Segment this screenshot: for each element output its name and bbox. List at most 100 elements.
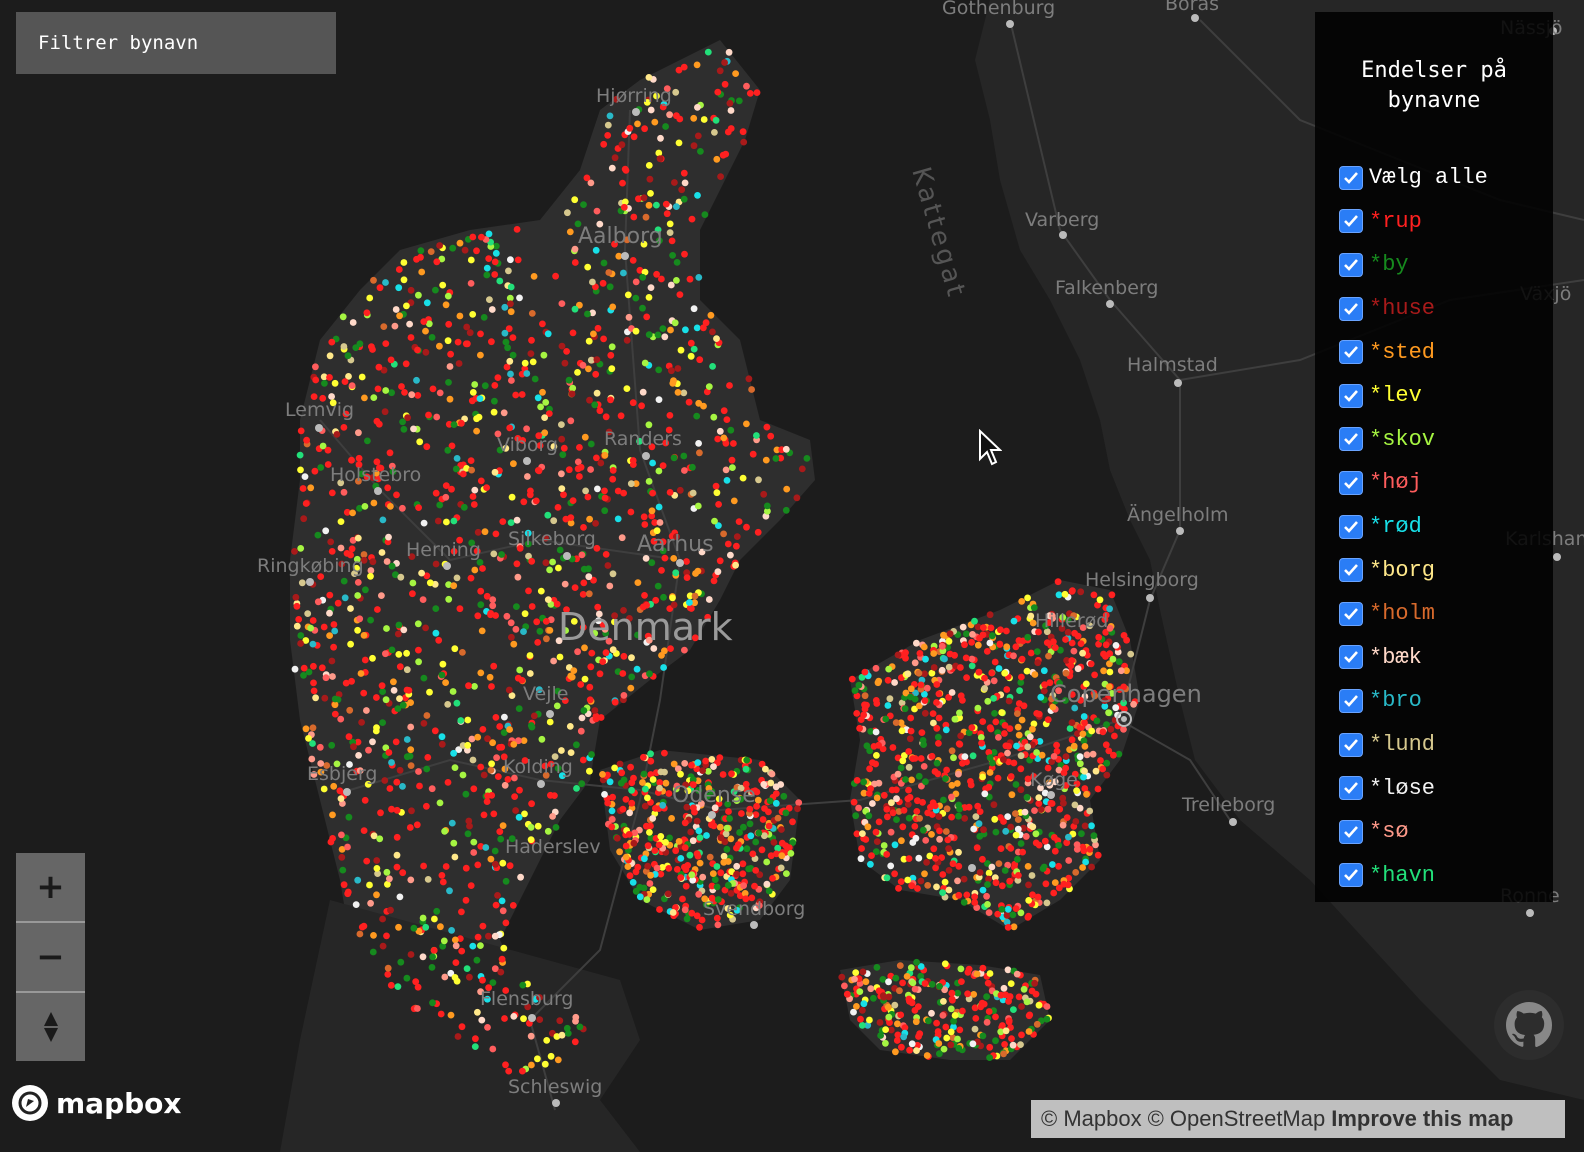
town-marker[interactable] (906, 735, 914, 743)
town-marker[interactable] (656, 237, 663, 245)
town-marker[interactable] (537, 403, 544, 411)
town-marker[interactable] (577, 727, 585, 735)
town-marker[interactable] (1018, 598, 1026, 605)
town-marker[interactable] (915, 772, 923, 780)
town-marker[interactable] (1092, 841, 1099, 849)
town-marker[interactable] (1108, 690, 1116, 697)
town-marker[interactable] (864, 823, 872, 831)
town-marker[interactable] (348, 456, 355, 464)
town-marker[interactable] (477, 477, 485, 485)
town-marker[interactable] (1096, 596, 1104, 604)
town-marker[interactable] (493, 754, 500, 761)
town-marker[interactable] (509, 334, 517, 341)
town-marker[interactable] (561, 580, 569, 588)
town-marker[interactable] (885, 665, 893, 673)
town-marker[interactable] (939, 889, 946, 896)
town-marker[interactable] (1023, 793, 1031, 801)
town-marker[interactable] (727, 551, 734, 559)
town-marker[interactable] (657, 134, 664, 142)
town-marker[interactable] (400, 259, 408, 266)
town-marker[interactable] (587, 179, 595, 187)
town-marker[interactable] (1101, 697, 1109, 704)
town-marker[interactable] (659, 547, 667, 555)
town-marker[interactable] (620, 652, 628, 660)
town-marker[interactable] (507, 300, 514, 308)
town-marker[interactable] (930, 650, 938, 657)
town-marker[interactable] (621, 165, 629, 173)
town-marker[interactable] (580, 524, 587, 531)
town-marker[interactable] (673, 259, 681, 266)
attribution-mapbox-link[interactable]: © Mapbox (1041, 1106, 1142, 1131)
town-marker[interactable] (758, 760, 766, 768)
town-marker[interactable] (688, 909, 696, 917)
town-marker[interactable] (542, 559, 550, 567)
town-marker[interactable] (948, 995, 956, 1003)
town-marker[interactable] (369, 346, 376, 353)
town-marker[interactable] (574, 458, 582, 466)
town-marker[interactable] (918, 782, 925, 790)
town-marker[interactable] (467, 457, 475, 464)
town-marker[interactable] (948, 747, 956, 755)
town-marker[interactable] (324, 446, 332, 454)
town-marker[interactable] (647, 871, 654, 879)
town-marker[interactable] (1063, 814, 1071, 821)
town-marker[interactable] (384, 484, 392, 492)
town-marker[interactable] (613, 834, 621, 842)
town-marker[interactable] (437, 1010, 445, 1018)
town-marker[interactable] (499, 822, 507, 829)
town-marker[interactable] (500, 753, 508, 761)
town-marker[interactable] (945, 845, 952, 852)
town-marker[interactable] (911, 823, 919, 830)
town-marker[interactable] (527, 1032, 535, 1040)
town-marker[interactable] (369, 948, 377, 956)
town-marker[interactable] (378, 549, 386, 556)
town-marker[interactable] (1071, 801, 1079, 809)
town-marker[interactable] (666, 834, 673, 842)
town-marker[interactable] (467, 280, 475, 287)
town-marker[interactable] (989, 759, 996, 767)
town-marker[interactable] (369, 654, 376, 662)
town-marker[interactable] (1055, 842, 1063, 849)
town-marker[interactable] (471, 683, 478, 690)
town-marker[interactable] (499, 518, 507, 525)
town-marker[interactable] (546, 718, 554, 726)
town-marker[interactable] (923, 684, 931, 692)
town-marker[interactable] (897, 878, 905, 885)
town-marker[interactable] (378, 682, 386, 690)
town-marker[interactable] (855, 804, 862, 812)
town-marker[interactable] (328, 657, 336, 665)
town-marker[interactable] (506, 424, 514, 432)
town-marker[interactable] (902, 689, 910, 697)
town-marker[interactable] (682, 781, 689, 789)
town-marker[interactable] (886, 695, 894, 703)
town-marker[interactable] (960, 875, 968, 883)
town-marker[interactable] (879, 976, 887, 983)
town-marker[interactable] (407, 286, 415, 294)
town-marker[interactable] (1055, 862, 1062, 870)
town-marker[interactable] (351, 570, 358, 577)
town-marker[interactable] (1007, 823, 1015, 831)
town-marker[interactable] (594, 603, 602, 611)
town-marker[interactable] (724, 858, 732, 865)
town-marker[interactable] (628, 654, 635, 662)
town-marker[interactable] (979, 886, 987, 894)
town-marker[interactable] (672, 88, 680, 96)
town-marker[interactable] (382, 650, 389, 658)
town-marker[interactable] (451, 853, 459, 861)
town-marker[interactable] (524, 529, 532, 537)
town-marker[interactable] (316, 743, 324, 751)
town-marker[interactable] (388, 805, 395, 813)
town-marker[interactable] (701, 211, 709, 219)
town-marker[interactable] (473, 247, 480, 255)
town-marker[interactable] (1024, 743, 1032, 751)
town-marker[interactable] (639, 273, 647, 281)
town-marker[interactable] (393, 833, 401, 841)
town-marker[interactable] (1103, 759, 1111, 767)
town-marker[interactable] (912, 834, 920, 842)
town-marker[interactable] (414, 392, 422, 399)
town-marker[interactable] (714, 435, 722, 443)
town-marker[interactable] (404, 414, 411, 422)
town-marker[interactable] (348, 545, 356, 553)
town-marker[interactable] (1100, 667, 1107, 675)
town-marker[interactable] (1063, 657, 1070, 664)
